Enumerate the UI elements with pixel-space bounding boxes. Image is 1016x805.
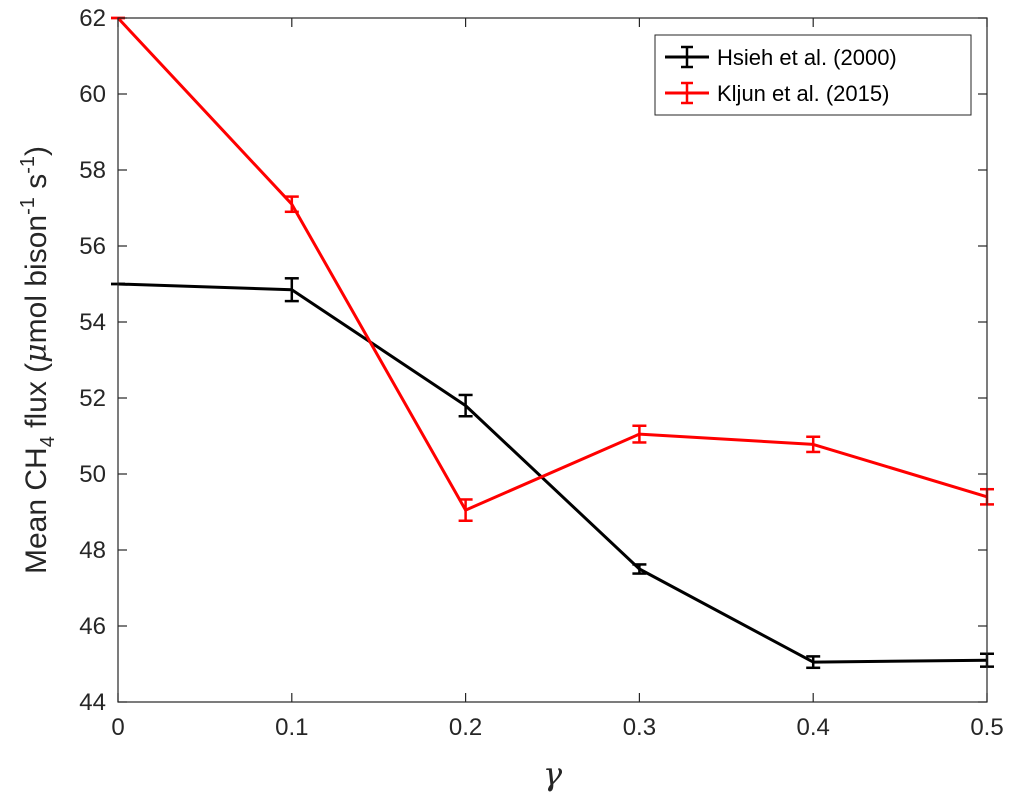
y-tick-label: 46 [79, 613, 106, 640]
y-axis-label-mu: μ [19, 343, 54, 363]
error-bar [806, 655, 821, 670]
legend-item: Kljun et al. (2015) [665, 81, 889, 106]
error-bar [632, 424, 647, 444]
error-bar [284, 277, 299, 303]
y-axis-label-superscript-2: -1 [17, 156, 39, 174]
y-tick-label: 62 [79, 5, 106, 32]
y-axis-label: Mean CH4 flux (μmol bison-1 s-1) [17, 146, 59, 574]
y-axis-label-mid: flux ( [20, 363, 53, 436]
plot-frame [117, 17, 988, 703]
x-tick-label: 0.4 [797, 714, 830, 741]
y-axis-label-suffix: ) [20, 146, 53, 156]
y-tick-label: 58 [79, 157, 106, 184]
legend-box [654, 34, 972, 116]
y-tick-label: 54 [79, 309, 106, 336]
axis-ticks: 0 0.1 0.2 0.3 0.4 0.5 44 46 48 50 52 54 56 58 60 62 [79, 5, 1003, 741]
legend-label: Hsieh et al. (2000) [717, 45, 897, 70]
error-bar [632, 563, 647, 575]
error-bar [284, 195, 299, 214]
y-tick-label: 52 [79, 385, 106, 412]
x-axis-label: γ [543, 755, 563, 793]
y-tick-label: 56 [79, 233, 106, 260]
series-line [116, 16, 988, 512]
series-2 [111, 16, 994, 522]
y-tick-label: 48 [79, 537, 106, 564]
error-bar [458, 393, 473, 418]
y-axis-label-unit2: s [20, 174, 53, 197]
error-bar [806, 435, 821, 454]
y-tick-label: 60 [79, 81, 106, 108]
y-axis-label-prefix: Mean CH [20, 447, 53, 574]
y-axis-label-unit1: mol bison [20, 215, 53, 343]
y-axis-label-subscript: 4 [37, 436, 59, 447]
legend-label: Kljun et al. (2015) [717, 81, 889, 106]
x-tick-label: 0.1 [275, 714, 308, 741]
y-axis-label-superscript-1: -1 [17, 197, 39, 215]
x-tick-label: 0.5 [970, 714, 1003, 741]
chart-marks [111, 16, 994, 670]
legend: Hsieh et al. (2000) Kljun et al. (2015) [654, 34, 972, 116]
y-tick-label: 44 [79, 689, 106, 716]
legend-item: Hsieh et al. (2000) [665, 45, 897, 70]
x-tick-label: 0 [111, 714, 124, 741]
x-tick-label: 0.3 [623, 714, 656, 741]
error-bar [458, 498, 473, 522]
x-tick-label: 0.2 [449, 714, 482, 741]
series-line [117, 282, 988, 664]
y-tick-label: 50 [79, 461, 106, 488]
